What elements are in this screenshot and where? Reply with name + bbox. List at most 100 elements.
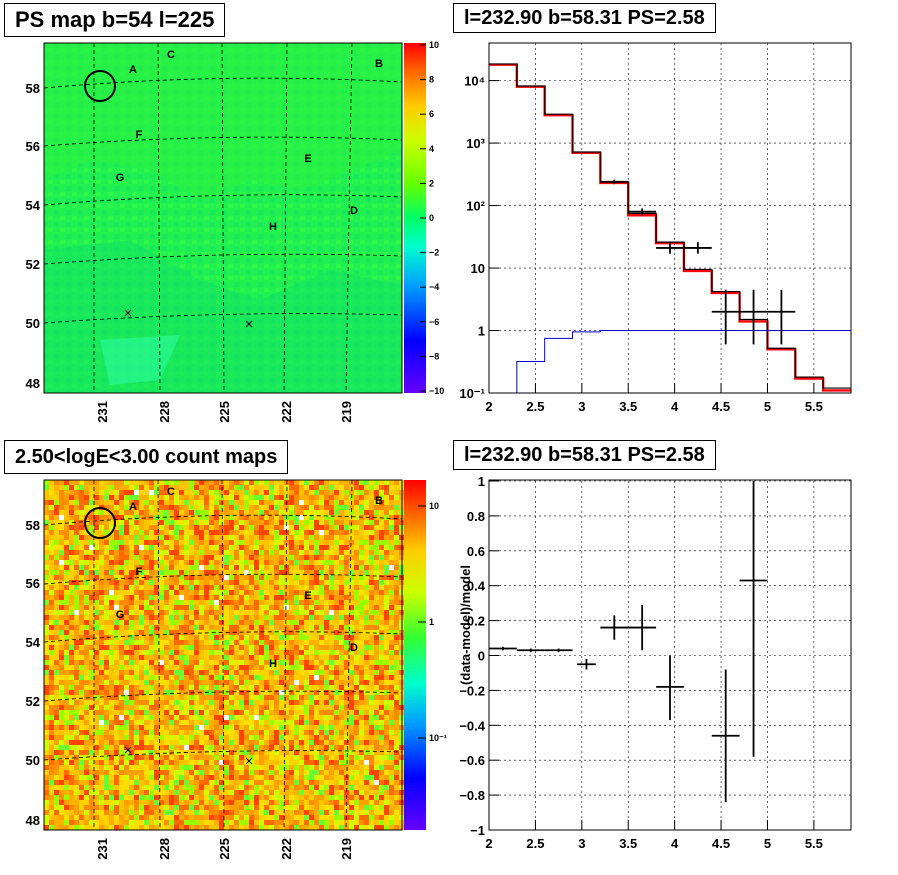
count-pixel xyxy=(284,680,289,685)
count-pixel xyxy=(114,690,119,695)
count-pixel xyxy=(379,700,384,705)
count-pixel xyxy=(279,705,284,710)
count-pixel xyxy=(149,630,154,635)
count-pixel xyxy=(264,545,269,550)
count-pixel xyxy=(309,675,314,680)
count-pixel xyxy=(189,745,194,750)
count-pixel xyxy=(109,535,114,540)
count-pixel xyxy=(139,660,144,665)
count-pixel xyxy=(219,485,224,490)
count-pixel xyxy=(124,790,129,795)
count-pixel xyxy=(279,580,284,585)
count-pixel xyxy=(384,585,389,590)
count-pixel xyxy=(159,775,164,780)
count-pixel xyxy=(324,520,329,525)
count-pixel xyxy=(224,505,229,510)
count-pixel xyxy=(134,640,139,645)
count-pixel xyxy=(304,755,309,760)
count-pixel xyxy=(384,520,389,525)
count-pixel xyxy=(359,515,364,520)
count-pixel xyxy=(374,540,379,545)
count-pixel xyxy=(129,580,134,585)
count-pixel xyxy=(189,710,194,715)
count-pixel xyxy=(124,770,129,775)
count-pixel xyxy=(179,755,184,760)
count-pixel xyxy=(194,530,199,535)
count-pixel xyxy=(64,685,69,690)
count-pixel xyxy=(149,795,154,800)
count-pixel xyxy=(379,705,384,710)
count-pixel xyxy=(129,680,134,685)
count-pixel xyxy=(239,595,244,600)
count-pixel xyxy=(149,740,154,745)
count-pixel xyxy=(244,685,249,690)
count-pixel xyxy=(389,740,394,745)
count-pixel xyxy=(299,745,304,750)
count-pixel xyxy=(324,585,329,590)
count-pixel xyxy=(74,530,79,535)
count-pixel xyxy=(109,805,114,810)
count-pixel xyxy=(294,705,299,710)
count-pixel xyxy=(189,605,194,610)
count-pixel xyxy=(124,645,129,650)
count-pixel xyxy=(74,765,79,770)
count-pixel xyxy=(154,785,159,790)
count-pixel xyxy=(369,550,374,555)
count-pixel xyxy=(394,625,399,630)
count-pixel xyxy=(49,610,54,615)
count-pixel xyxy=(179,690,184,695)
count-pixel xyxy=(354,550,359,555)
count-pixel xyxy=(324,690,329,695)
count-pixel xyxy=(104,505,109,510)
count-pixel xyxy=(174,500,179,505)
count-pixel xyxy=(49,735,54,740)
count-pixel xyxy=(219,650,224,655)
count-pixel xyxy=(64,600,69,605)
count-pixel xyxy=(94,780,99,785)
count-pixel xyxy=(389,695,394,700)
count-pixel xyxy=(234,690,239,695)
count-pixel xyxy=(279,680,284,685)
count-pixel xyxy=(379,725,384,730)
count-pixel xyxy=(374,655,379,660)
count-pixel xyxy=(304,595,309,600)
count-pixel xyxy=(69,545,74,550)
count-pixel xyxy=(214,705,219,710)
count-pixel xyxy=(289,690,294,695)
count-pixel xyxy=(159,765,164,770)
count-pixel xyxy=(244,730,249,735)
count-pixel xyxy=(149,595,154,600)
count-pixel xyxy=(174,590,179,595)
count-pixel xyxy=(324,775,329,780)
count-pixel xyxy=(194,805,199,810)
count-pixel xyxy=(149,685,154,690)
count-pixel xyxy=(239,790,244,795)
count-pixel xyxy=(54,610,59,615)
count-pixel xyxy=(304,645,309,650)
count-pixel xyxy=(369,780,374,785)
count-pixel xyxy=(99,565,104,570)
count-pixel xyxy=(314,560,319,565)
count-pixel xyxy=(304,685,309,690)
count-pixel xyxy=(274,585,279,590)
count-pixel xyxy=(149,495,154,500)
count-pixel xyxy=(114,790,119,795)
count-pixel xyxy=(159,720,164,725)
count-pixel xyxy=(174,600,179,605)
count-pixel xyxy=(289,485,294,490)
count-pixel xyxy=(129,610,134,615)
count-pixel xyxy=(269,680,274,685)
count-pixel xyxy=(124,675,129,680)
count-pixel xyxy=(314,735,319,740)
count-pixel xyxy=(269,640,274,645)
count-pixel xyxy=(199,645,204,650)
count-pixel xyxy=(354,770,359,775)
count-pixel xyxy=(149,675,154,680)
count-pixel xyxy=(199,550,204,555)
region-label: B xyxy=(375,58,383,70)
count-pixel xyxy=(149,810,154,815)
count-pixel xyxy=(94,610,99,615)
count-pixel xyxy=(274,810,279,815)
count-pixel xyxy=(64,765,69,770)
count-pixel xyxy=(44,535,49,540)
